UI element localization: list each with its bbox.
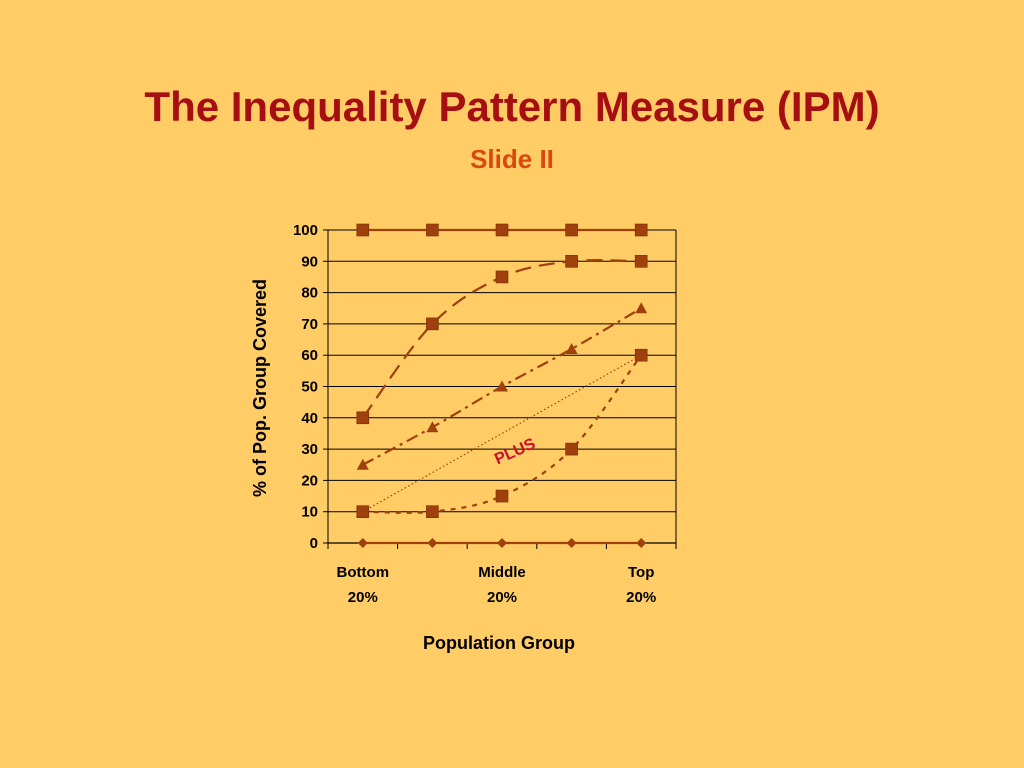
y-tick-label: 80 (301, 285, 318, 302)
tick-label-layer: 0 10 20 30 40 50 60 70 80 90 100 Bottom 20% Middle 20%… (293, 222, 656, 606)
series-3-point (565, 342, 578, 354)
y-tick-label: 10 (301, 504, 318, 521)
y-tick-label: 100 (293, 222, 318, 239)
series-3-point (426, 421, 439, 433)
y-tick-label: 90 (301, 253, 318, 270)
series-5-point (357, 538, 368, 548)
slide-title: The Inequality Pattern Measure (IPM) (144, 83, 880, 130)
y-tick-label: 20 (301, 472, 318, 489)
series-1-point (426, 223, 439, 237)
series-2-point (426, 317, 439, 331)
series-5-point (636, 538, 647, 548)
series-4-point (634, 348, 648, 362)
series-4-line (362, 354, 643, 514)
x-tick-label: Bottom (337, 564, 390, 581)
series-3-point (635, 302, 648, 314)
reference-line (362, 354, 642, 513)
series-4-point (495, 489, 509, 503)
series-1-point (495, 223, 509, 237)
y-tick-label: 40 (301, 410, 318, 427)
series-5-point (566, 538, 577, 548)
series-2-point (495, 270, 509, 284)
y-axis-title: % of Pop. Group Covered (250, 279, 270, 497)
series-5-point (497, 538, 507, 548)
y-tick-label: 30 (301, 441, 318, 458)
series-1-point (565, 223, 578, 237)
x-tick-label-pct: 20% (487, 589, 517, 606)
y-tick-label: 60 (301, 347, 318, 364)
series-4-point (565, 442, 578, 456)
series-4-point (426, 505, 439, 519)
y-tick-label: 70 (301, 316, 318, 333)
series-1-point (634, 223, 648, 237)
series-layer (356, 223, 648, 548)
series-2-point (634, 255, 648, 268)
series-3-point (496, 380, 508, 392)
x-axis-title: Population Group (423, 633, 575, 653)
slide-subtitle: Slide II (470, 144, 554, 174)
series-4-point (356, 505, 370, 519)
series-2-point (565, 255, 578, 268)
series-1-point (356, 223, 370, 237)
series-3-point (356, 458, 369, 470)
x-tick-label-pct: 20% (626, 589, 656, 606)
series-5-point (427, 538, 438, 548)
reference-line-layer (362, 354, 642, 513)
y-tick-label: 50 (301, 379, 318, 396)
series-2-line (361, 259, 642, 419)
x-tick-label-pct: 20% (348, 589, 378, 606)
plus-annotation: PLUS (492, 435, 538, 468)
x-tick-label: Top (628, 564, 654, 581)
series-2-point (356, 411, 370, 425)
x-tick-label: Middle (478, 564, 526, 581)
y-tick-label: 0 (310, 535, 318, 552)
